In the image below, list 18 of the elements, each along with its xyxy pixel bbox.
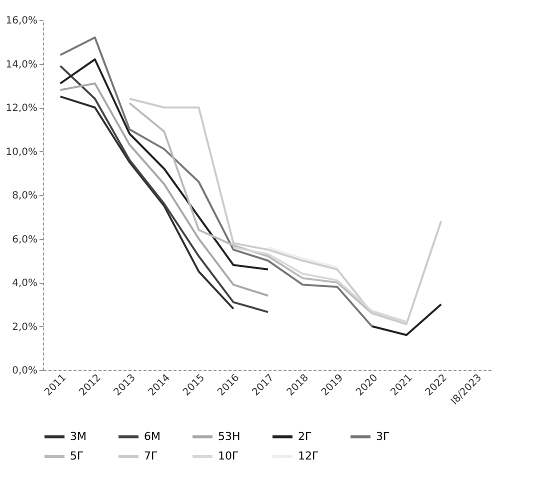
y-tick-label: 8,0%	[12, 190, 38, 202]
legend-label: 5Г	[70, 450, 84, 462]
legend-label: 7Г	[144, 450, 158, 462]
legend-label: 6M	[144, 430, 160, 443]
y-tick-label: 12,0%	[6, 103, 38, 114]
legend-label: 12Г	[298, 450, 319, 462]
legend-label: 3M	[70, 430, 86, 443]
y-tick-label: 14,0%	[6, 59, 38, 70]
y-tick-label: 16,0%	[6, 16, 38, 26]
legend-label: 53H	[218, 430, 240, 443]
y-tick-label: 6,0%	[12, 234, 38, 246]
legend-label: 10Г	[218, 450, 239, 462]
legend-label: 3Г	[376, 430, 390, 443]
y-tick-label: 10,0%	[6, 146, 38, 158]
y-tick-label: 2,0%	[12, 322, 38, 333]
legend-label: 2Г	[298, 430, 312, 443]
y-tick-label: 4,0%	[12, 278, 38, 289]
y-tick-label: 0,0%	[12, 366, 38, 376]
